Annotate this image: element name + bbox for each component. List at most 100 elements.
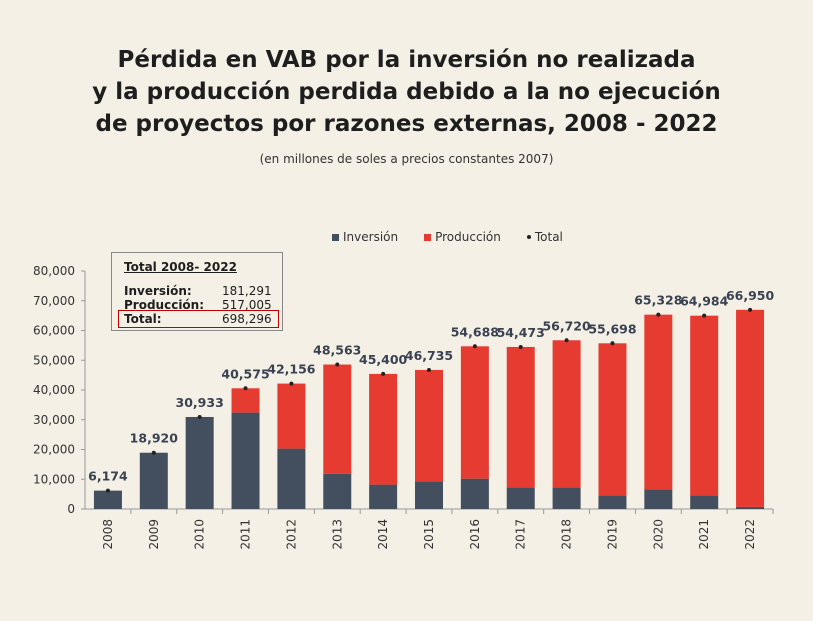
summary-total-value: 698,296 xyxy=(222,312,272,326)
total-data-label: 64,984 xyxy=(680,294,729,309)
bar-inversion xyxy=(93,490,122,509)
x-tick-label: 2013 xyxy=(330,519,344,550)
bar-inversion xyxy=(598,495,627,509)
total-data-label: 42,156 xyxy=(267,362,316,377)
bar-produccion xyxy=(277,383,306,449)
y-tick-label: 10,000 xyxy=(33,472,75,486)
total-marker xyxy=(105,488,110,493)
total-marker xyxy=(656,312,661,317)
total-marker xyxy=(748,307,753,312)
legend-label-total: Total xyxy=(534,230,563,244)
x-tick-label: 2009 xyxy=(147,519,161,550)
bar-inversion xyxy=(323,473,352,509)
total-marker xyxy=(381,371,386,376)
title-line-2: y la producción perdida debido a la no e… xyxy=(92,79,721,105)
legend-item-produccion: Producción xyxy=(424,230,501,244)
total-data-label: 54,473 xyxy=(497,325,545,340)
total-marker xyxy=(564,338,569,343)
bar-produccion xyxy=(644,314,673,490)
x-tick-label: 2014 xyxy=(376,519,390,550)
total-marker xyxy=(610,341,615,346)
bar-inversion xyxy=(736,506,765,509)
bar-inversion xyxy=(185,416,214,509)
title-line-1: Pérdida en VAB por la inversión no reali… xyxy=(117,47,696,73)
bar-produccion xyxy=(690,315,719,496)
bar-produccion xyxy=(552,340,581,488)
y-tick-label: 60,000 xyxy=(33,324,75,338)
bar-inversion xyxy=(369,484,398,509)
total-marker xyxy=(427,367,431,372)
x-tick-label: 2017 xyxy=(514,519,528,550)
legend-swatch-produccion xyxy=(424,233,432,241)
total-data-label: 66,950 xyxy=(726,288,775,303)
summary-total-label: Total: xyxy=(124,312,162,326)
summary-produccion-label: Producción: xyxy=(124,298,205,312)
bar-inversion xyxy=(139,452,168,509)
summary-total-highlight xyxy=(118,310,279,328)
bar-produccion xyxy=(460,346,489,479)
bar-produccion xyxy=(736,309,765,507)
x-tick-label: 2011 xyxy=(239,519,253,550)
legend-swatch-inversion xyxy=(332,233,339,241)
bar-inversion xyxy=(415,481,443,509)
total-marker xyxy=(702,313,707,318)
bar-inversion xyxy=(690,495,719,509)
legend-item-total: Total xyxy=(526,230,563,244)
y-tick-label: 0 xyxy=(67,502,75,516)
total-data-label: 30,933 xyxy=(176,395,224,410)
bar-inversion xyxy=(231,412,260,509)
total-data-label: 18,920 xyxy=(130,431,179,446)
bar-produccion xyxy=(506,346,535,488)
bar-inversion xyxy=(644,489,673,509)
y-tick-label: 20,000 xyxy=(33,443,75,457)
bar-inversion xyxy=(552,487,581,509)
summary-inversion-label: Inversión: xyxy=(124,284,192,298)
x-tick-label: 2022 xyxy=(743,519,757,550)
legend-label-produccion: Producción xyxy=(435,230,501,244)
summary-produccion-value: 517,005 xyxy=(222,298,272,312)
total-data-label: 55,698 xyxy=(588,321,636,336)
total-marker xyxy=(197,414,202,419)
chart-subtitle: (en millones de soles a precios constant… xyxy=(259,152,554,166)
total-data-label: 46,735 xyxy=(405,348,453,363)
legend-marker-total xyxy=(526,235,531,239)
total-data-label: 45,400 xyxy=(359,352,408,367)
x-tick-label: 2018 xyxy=(560,519,574,550)
x-tick-label: 2021 xyxy=(697,519,711,550)
y-tick-label: 30,000 xyxy=(33,413,75,427)
total-data-label: 54,688 xyxy=(451,324,499,339)
chart-title: Pérdida en VAB por la inversión no reali… xyxy=(0,44,813,140)
total-data-label: 40,575 xyxy=(221,366,269,381)
x-tick-label: 2012 xyxy=(284,519,298,550)
summary-box: Total 2008- 2022 Inversión: 181,291 Prod… xyxy=(111,252,283,331)
bar-produccion xyxy=(415,369,443,482)
y-tick-label: 80,000 xyxy=(33,264,75,278)
bar-produccion xyxy=(369,373,398,485)
summary-title: Total 2008- 2022 xyxy=(124,260,237,274)
bar-produccion xyxy=(323,364,352,474)
total-marker xyxy=(243,386,248,391)
x-tick-label: 2015 xyxy=(422,519,436,550)
total-marker xyxy=(518,344,523,349)
x-tick-label: 2008 xyxy=(101,519,115,550)
total-data-label: 65,328 xyxy=(634,293,682,308)
chart-legend: Inversión Producción Total xyxy=(332,230,563,244)
total-marker xyxy=(335,362,340,367)
y-tick-label: 40,000 xyxy=(33,383,75,397)
total-marker xyxy=(289,381,294,386)
legend-item-inversion: Inversión xyxy=(332,230,398,244)
bar-produccion xyxy=(231,388,260,413)
x-tick-label: 2020 xyxy=(651,519,665,550)
total-marker xyxy=(472,344,477,349)
total-data-label: 6,174 xyxy=(88,469,128,484)
y-tick-label: 50,000 xyxy=(33,353,75,367)
title-line-3: de proyectos por razones externas, 2008 … xyxy=(95,111,718,137)
bar-inversion xyxy=(506,487,535,509)
bar-produccion xyxy=(598,343,627,496)
bar-inversion xyxy=(277,448,306,509)
total-data-label: 48,563 xyxy=(313,343,361,358)
summary-inversion-value: 181,291 xyxy=(222,284,272,298)
legend-label-inversion: Inversión xyxy=(343,230,399,244)
y-tick-label: 70,000 xyxy=(33,294,75,308)
